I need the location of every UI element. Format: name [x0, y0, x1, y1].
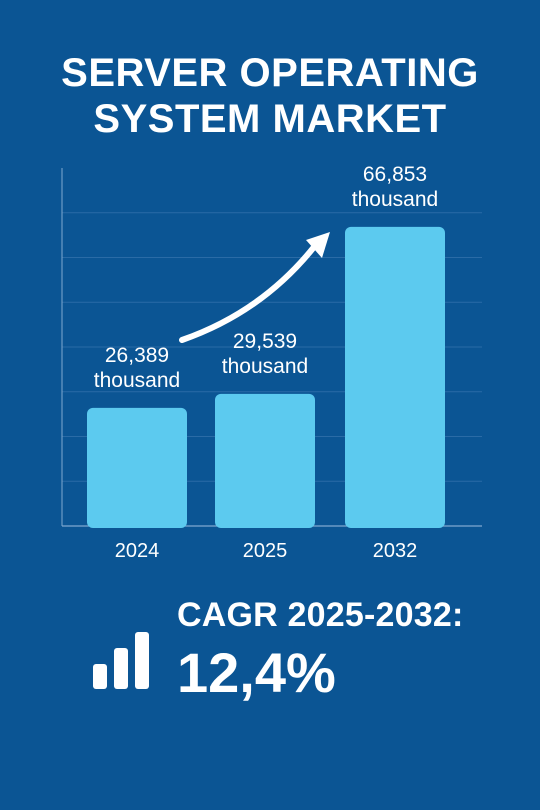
value-label-2032-number: 66,853 — [363, 163, 427, 186]
value-labels: 26,389thousand29,539thousand66,853thousa… — [94, 163, 438, 392]
x-tick-label-2032: 2032 — [373, 540, 418, 562]
cagr-value: 12,4% — [177, 641, 336, 704]
trend-arrow-head — [306, 232, 330, 258]
bars — [87, 226, 445, 528]
title-line-2: SYSTEM MARKET — [93, 97, 447, 141]
bar-2024 — [87, 407, 187, 528]
cagr-label: CAGR 2025-2032: — [177, 596, 464, 634]
x-tick-label-2024: 2024 — [115, 540, 160, 562]
x-tick-labels: 2024 2025 2032 — [115, 540, 418, 562]
trend-arrow-line — [179, 244, 317, 343]
value-label-2025-unit: thousand — [222, 355, 308, 378]
bar-chart-icon — [93, 632, 149, 689]
bar-2032 — [345, 226, 445, 528]
value-label-2032-unit: thousand — [352, 188, 438, 211]
bar-2025 — [215, 393, 315, 528]
value-label-2024-number: 26,389 — [105, 344, 169, 367]
chart-title: SERVER OPERATING SYSTEM MARKET — [0, 50, 540, 142]
value-label-2025-number: 29,539 — [233, 330, 297, 353]
upward-trend-arrow — [179, 232, 330, 343]
value-label-2024-unit: thousand — [94, 369, 180, 392]
x-tick-label-2025: 2025 — [243, 540, 288, 562]
title-line-1: SERVER OPERATING — [61, 51, 479, 95]
